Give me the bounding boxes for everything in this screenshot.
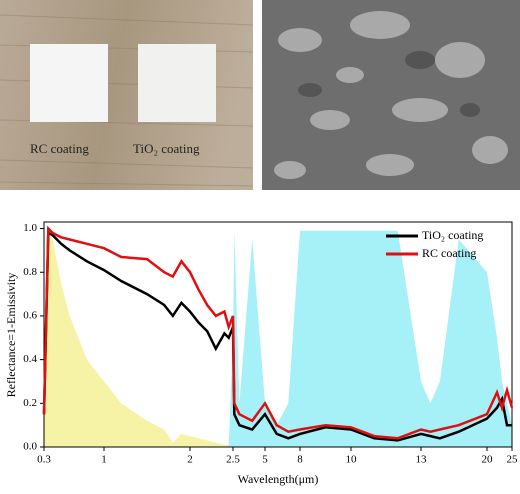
- sem-image: [262, 0, 520, 190]
- photo-label: RC coating: [30, 141, 89, 156]
- x-axis-label: Wavelength(μm): [238, 472, 319, 486]
- y-tick-label: 0.6: [23, 309, 37, 321]
- x-tick-label: 2: [187, 454, 193, 466]
- x-tick-label: 0.3: [37, 454, 51, 466]
- x-tick-label: 25: [507, 454, 519, 466]
- y-tick-label: 0.2: [23, 397, 37, 409]
- plot-frame: [43, 221, 513, 448]
- legend-label: TiO₂ coating: [422, 228, 483, 242]
- x-tick-label: 2.5: [226, 454, 240, 466]
- area: [44, 232, 512, 447]
- x-tick-label: 1: [101, 454, 107, 466]
- y-tick-label: 1.0: [23, 222, 37, 234]
- y-tick-label: 0.4: [23, 353, 37, 365]
- line: [42, 230, 512, 442]
- y-tick-label: 0.0: [23, 441, 37, 453]
- x-tick-label: 5: [262, 454, 268, 466]
- x-tick-label: 8: [297, 454, 303, 466]
- x-tick-label: 20: [482, 454, 494, 466]
- y-axis-label: Reflectance=1-Emissivity: [4, 273, 18, 398]
- x-tick-label: 10: [346, 454, 358, 466]
- line: [42, 225, 514, 440]
- photo-samples: RC coating TiO₂ coating: [0, 0, 254, 190]
- legend-label: RC coating: [422, 246, 476, 260]
- y-tick-label: 0.8: [23, 266, 37, 278]
- x-tick-label: 13: [416, 454, 428, 466]
- photo-label: TiO₂ coating: [133, 141, 200, 156]
- area: [44, 230, 512, 447]
